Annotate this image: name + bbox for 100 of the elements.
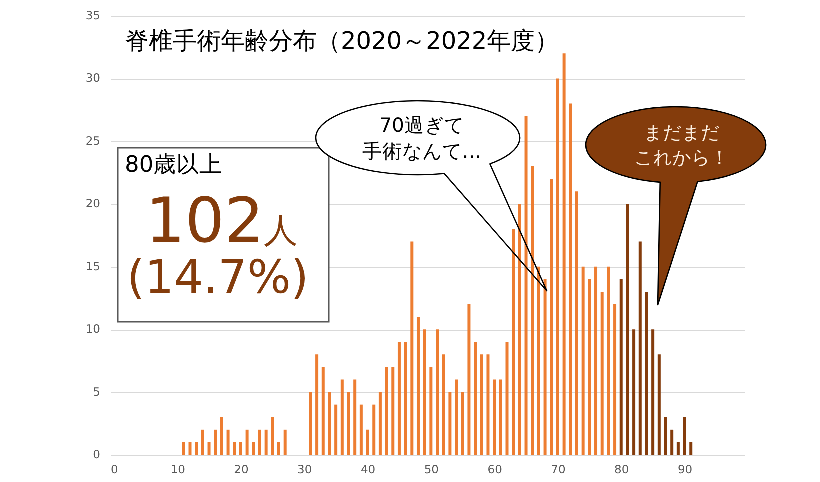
bar — [683, 417, 686, 455]
bar — [531, 166, 534, 455]
bar — [271, 417, 274, 455]
bar — [506, 342, 509, 455]
bar — [188, 442, 192, 455]
x-tick-label: 90 — [678, 462, 693, 476]
bar — [582, 266, 585, 455]
bar — [430, 367, 433, 455]
bar — [372, 404, 376, 455]
bar — [468, 304, 471, 455]
bar — [316, 354, 319, 455]
bar — [594, 266, 598, 455]
bar — [278, 442, 281, 455]
y-tick-label: 30 — [86, 71, 100, 86]
bar — [645, 292, 648, 455]
bar — [652, 330, 655, 455]
bar — [632, 330, 636, 455]
bar — [322, 367, 325, 455]
bar — [626, 204, 630, 455]
bar — [544, 279, 547, 455]
bar — [182, 442, 186, 455]
bar — [423, 330, 426, 455]
bar — [398, 342, 401, 455]
bar — [664, 417, 668, 455]
bar — [366, 430, 370, 455]
bar — [220, 417, 224, 455]
bar — [607, 266, 610, 455]
x-tick-label: 50 — [424, 462, 439, 476]
bar — [410, 242, 414, 455]
bar — [264, 430, 268, 455]
bar — [480, 354, 484, 455]
bar — [226, 430, 230, 455]
annotation: 80歳以上 — [125, 152, 223, 178]
bar — [524, 116, 528, 455]
y-tick-label: 20 — [86, 196, 100, 211]
bar — [575, 192, 578, 455]
bar — [233, 442, 236, 455]
text: 脊椎手術年齢分布（2020～2022年度） — [125, 27, 560, 55]
bar — [518, 204, 522, 455]
y-tick-label: 0 — [93, 448, 100, 462]
bar — [556, 78, 560, 455]
bar — [404, 342, 408, 455]
x-tick-label: 40 — [360, 462, 376, 476]
bar — [328, 392, 332, 455]
bar — [562, 54, 566, 455]
bar — [309, 392, 312, 455]
bar — [252, 442, 256, 455]
bar — [461, 392, 464, 455]
bar — [385, 367, 388, 455]
y-tick-label: 35 — [86, 8, 100, 22]
bar — [378, 392, 382, 455]
bar — [620, 279, 623, 455]
bar — [284, 430, 287, 455]
x-tick-label: 60 — [488, 462, 502, 476]
bar — [334, 404, 338, 455]
bar — [201, 430, 204, 455]
bar — [600, 292, 604, 455]
bar — [455, 380, 458, 455]
x-tick-label: 10 — [170, 462, 186, 476]
bar — [588, 279, 592, 455]
bar — [614, 304, 617, 455]
bar — [499, 380, 502, 455]
bar — [448, 392, 452, 455]
y-tick-label: 15 — [86, 259, 100, 274]
bar — [537, 266, 540, 455]
bar — [392, 367, 395, 455]
bar — [658, 354, 661, 455]
bar — [512, 229, 516, 455]
bar — [239, 442, 242, 455]
bar — [214, 430, 218, 455]
bar — [258, 430, 262, 455]
x-tick-label: 70 — [551, 462, 566, 476]
x-tick-label: 0 — [111, 462, 118, 476]
bar — [436, 330, 440, 455]
bar — [360, 404, 363, 455]
bar — [354, 380, 357, 455]
y-tick-label: 10 — [86, 322, 100, 336]
annotation: まだまだこれから！ — [634, 123, 730, 169]
bar — [474, 342, 478, 455]
bar — [195, 442, 198, 455]
bar — [550, 179, 554, 455]
bar — [486, 354, 490, 455]
x-tick-label: 80 — [614, 462, 630, 476]
bar — [347, 392, 350, 455]
y-tick-label: 25 — [86, 134, 100, 148]
bar — [569, 104, 572, 455]
y-tick-label: 5 — [93, 384, 100, 399]
x-tick-label: 20 — [234, 462, 249, 476]
bar — [493, 380, 496, 455]
bar — [690, 442, 693, 455]
bar — [246, 430, 249, 455]
bar — [670, 430, 674, 455]
bar — [340, 380, 344, 455]
x-tick-label: 30 — [298, 462, 312, 476]
annotation: 70過ぎて手術なんて… — [362, 114, 482, 163]
bar — [208, 442, 211, 455]
bar — [638, 242, 642, 455]
bar — [676, 442, 680, 455]
bar — [442, 354, 446, 455]
bar — [416, 317, 420, 455]
